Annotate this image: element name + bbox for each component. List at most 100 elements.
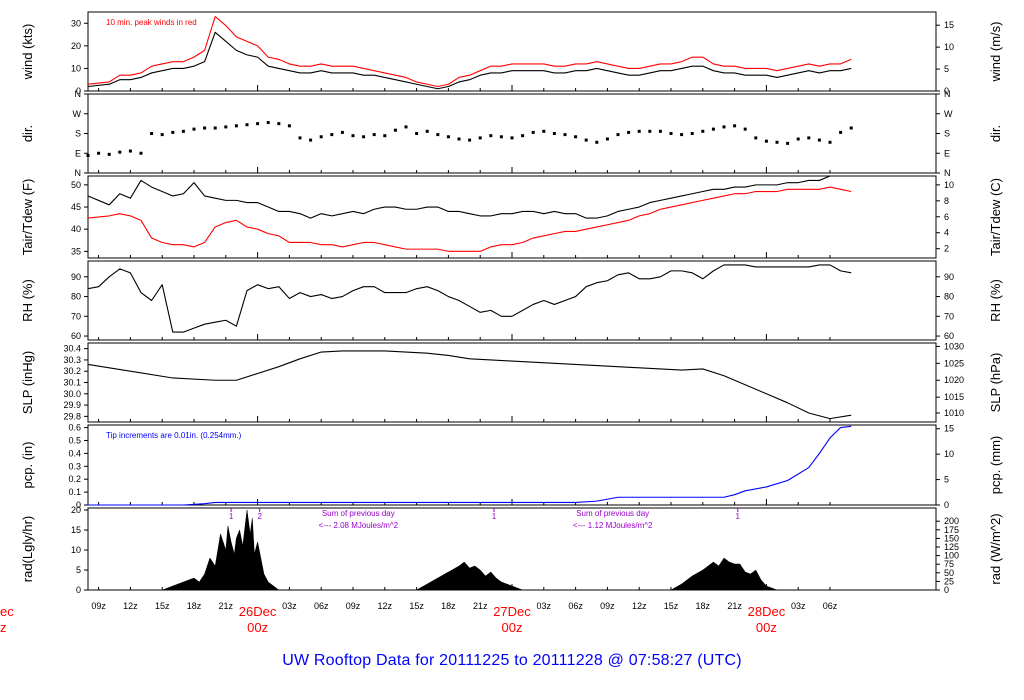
y-tick-label: 30 — [71, 18, 81, 28]
y-tick-label: 0.4 — [68, 448, 81, 458]
y-tick-label-right: 60 — [944, 331, 954, 341]
time-tick-label: 09z — [91, 601, 106, 611]
y-tick-label: 20 — [71, 41, 81, 51]
y-tick-label: 29.8 — [63, 411, 81, 421]
data-point — [584, 138, 588, 142]
data-point — [680, 133, 684, 137]
time-tick-label: 06z — [823, 601, 838, 611]
data-point — [595, 140, 599, 144]
plot-frame — [87, 11, 937, 92]
day-date-label: 27Dec — [493, 604, 531, 619]
precip-mark-label: 1 — [229, 512, 234, 521]
data-point — [531, 130, 535, 134]
series-line — [87, 31, 852, 90]
radiation-sum-note: Sum of previous day — [322, 509, 395, 518]
data-point — [552, 132, 556, 135]
y-tick-label-right: 1030 — [944, 341, 964, 351]
day-date-label: 28Dec — [748, 604, 786, 619]
time-tick-label: 12z — [378, 601, 393, 611]
ylabel-right: dir. — [988, 125, 1003, 142]
time-tick-label: 09z — [346, 601, 361, 611]
data-point — [340, 130, 344, 134]
y-tick-label-right: 15 — [944, 424, 954, 434]
series-line — [87, 175, 852, 219]
plot-frame — [87, 93, 937, 174]
data-point — [743, 127, 747, 131]
ylabel-left: rad(Lgly/hr) — [20, 516, 35, 582]
y-tick-label: 35 — [71, 246, 81, 256]
day-time-label: 00z — [502, 620, 523, 635]
y-tick-label: 0.3 — [68, 461, 81, 471]
wind-panel: 0 10 20 30 0 5 10 15 10 min. peak winds in red — [71, 11, 954, 96]
y-tick-label: 60 — [71, 331, 81, 341]
y-tick-label: 0.5 — [68, 435, 81, 445]
radiation-area — [415, 561, 523, 591]
day-time-label: 00z — [756, 620, 777, 635]
y-tick-label-right: 10 — [944, 180, 954, 190]
data-point — [139, 151, 143, 155]
data-point — [478, 136, 482, 140]
series-line — [87, 15, 852, 88]
y-tick-label: N — [75, 168, 82, 178]
time-axis: 09z 12z 15z 18z 21z 03z 06z 09z 12z 15z 18z 21z 03z 0… — [0, 601, 838, 635]
data-point — [266, 121, 270, 125]
data-point — [817, 138, 821, 142]
data-point — [690, 132, 694, 135]
data-point — [574, 135, 578, 139]
data-point — [457, 137, 461, 141]
y-tick-label-right: 100 — [944, 551, 959, 561]
ylabel-left: SLP (inHg) — [20, 351, 35, 414]
precip-mark-label: 2 — [257, 512, 262, 521]
y-tick-label: 0.2 — [68, 474, 81, 484]
time-tick-label: 12z — [123, 601, 138, 611]
data-point — [828, 140, 832, 144]
y-tick-label: 40 — [71, 224, 81, 234]
y-tick-label: 10 — [71, 545, 81, 555]
day-date-label-cut: ec — [0, 604, 14, 619]
precip-mark-label: 1 — [736, 512, 741, 521]
data-point — [510, 136, 514, 140]
y-tick-label: 45 — [71, 202, 81, 212]
y-tick-label-right: 70 — [944, 311, 954, 321]
y-tick-label: 0 — [76, 585, 81, 595]
y-tick-label: 20 — [71, 505, 81, 515]
y-tick-label-right: 150 — [944, 533, 959, 543]
precip-mark-label: 1 — [492, 512, 497, 521]
data-point — [468, 138, 472, 142]
y-tick-label-right: 5 — [944, 475, 949, 485]
data-point — [362, 135, 366, 139]
y-tick-label-right: 175 — [944, 525, 959, 535]
ylabel-right: SLP (hPa) — [988, 353, 1003, 413]
y-tick-label: W — [73, 109, 82, 119]
y-tick-label-right: 80 — [944, 292, 954, 302]
data-point — [839, 130, 843, 134]
plot-frame — [87, 175, 937, 259]
data-point — [807, 136, 811, 140]
y-tick-label: 0.1 — [68, 487, 81, 497]
data-point — [277, 122, 281, 126]
ylabel-right: Tair/Tdew (C) — [988, 178, 1003, 256]
data-point — [669, 132, 673, 135]
time-tick-label: 21z — [219, 601, 234, 611]
ylabel-left: RH (%) — [20, 279, 35, 322]
data-point — [616, 133, 620, 137]
y-tick-label: 0.6 — [68, 423, 81, 433]
y-tick-label: 80 — [71, 292, 81, 302]
radiation-sum-note: Sum of previous day — [576, 509, 649, 518]
y-tick-label: 30.0 — [63, 389, 81, 399]
data-point — [701, 129, 705, 133]
y-tick-label: 5 — [76, 565, 81, 575]
data-point — [499, 135, 503, 139]
plot-frame — [87, 342, 937, 423]
data-point — [415, 132, 419, 135]
y-tick-label: 10 — [71, 63, 81, 73]
y-tick-label-right: 50 — [944, 568, 954, 578]
y-tick-label: E — [75, 148, 81, 158]
data-point — [764, 139, 768, 143]
data-point — [711, 127, 715, 131]
chart-title: UW Rooftop Data for 20111225 to 20111228… — [282, 652, 742, 669]
data-point — [521, 134, 525, 138]
